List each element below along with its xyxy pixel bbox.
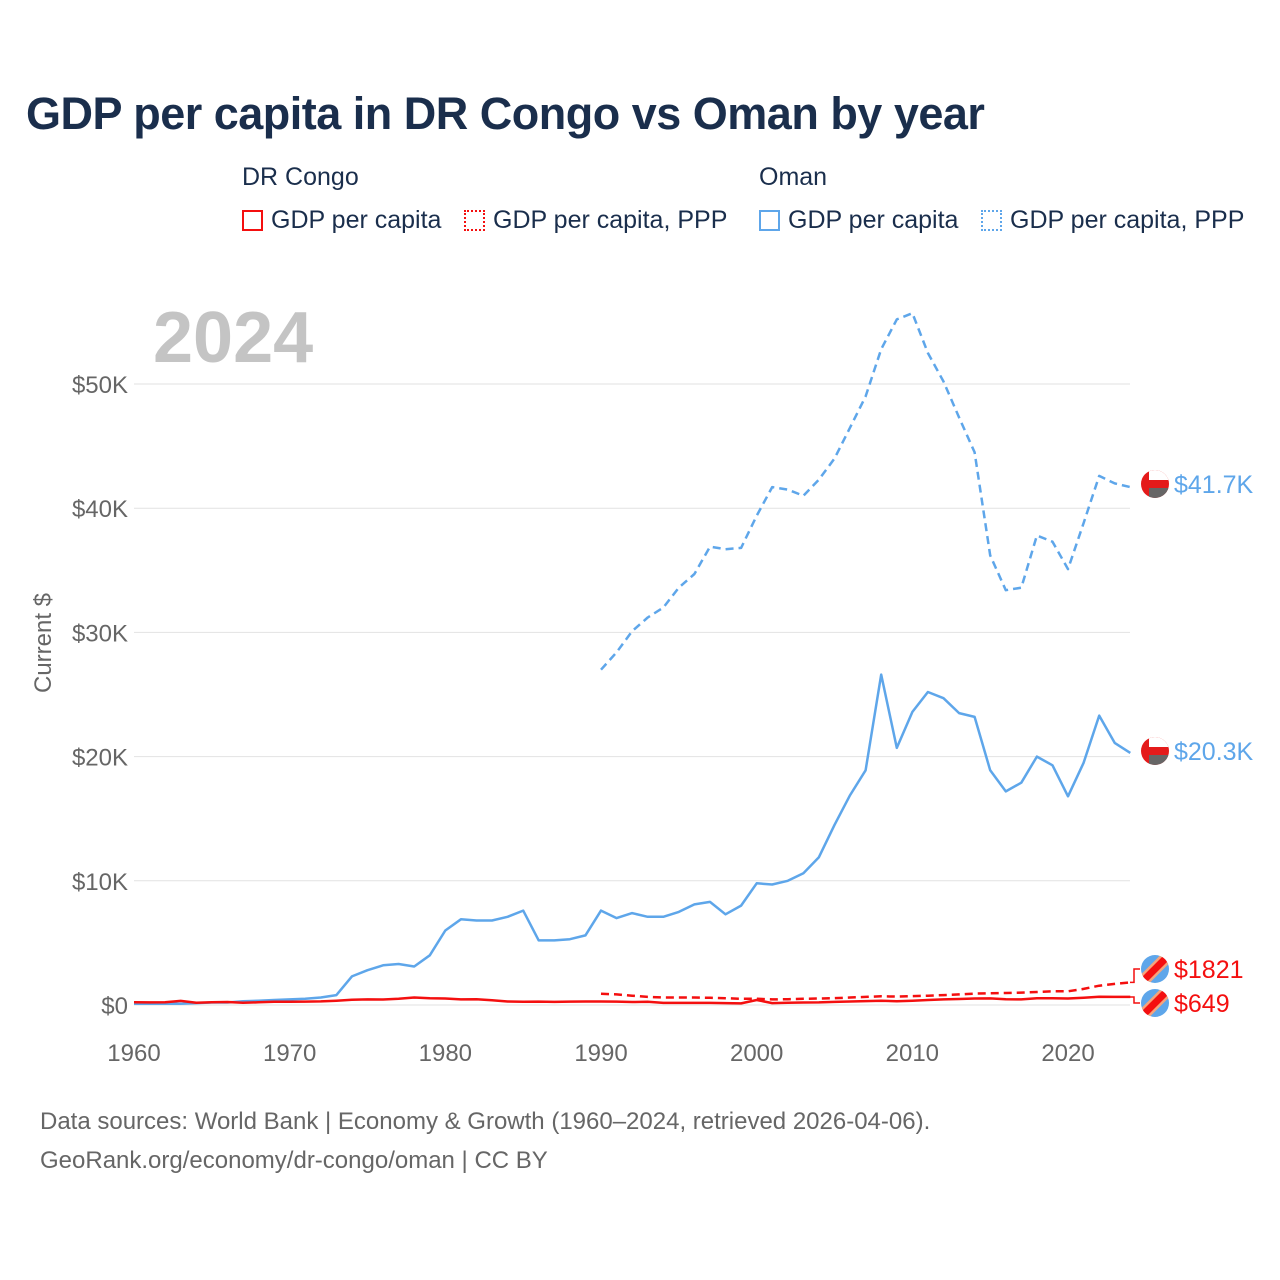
chart-title: GDP per capita in DR Congo vs Oman by ye… <box>26 88 985 139</box>
legend-group-dr-congo: DR Congo <box>242 163 359 191</box>
legend-label: GDP per capita <box>271 206 442 234</box>
oman-flag-icon <box>1141 737 1169 765</box>
legend-swatch-solid <box>242 210 263 231</box>
legend-swatch-solid <box>759 210 780 231</box>
series-line <box>134 673 1131 1006</box>
y-tick-label: $0 <box>101 993 128 1020</box>
footer-sources: Data sources: World Bank | Economy & Gro… <box>40 1108 931 1135</box>
dr-congo-flag-icon <box>1141 955 1169 983</box>
x-tick-label: 1990 <box>574 1040 627 1067</box>
legend-label: GDP per capita, PPP <box>1010 206 1245 234</box>
legend-group-oman: Oman <box>759 163 828 191</box>
y-tick-label: $50K <box>72 372 128 399</box>
legend-swatch-dotted <box>464 210 485 231</box>
year-watermark: 2024 <box>153 298 313 378</box>
legend-item-oman-ppp[interactable]: GDP per capita, PPP <box>981 206 1244 235</box>
dr-congo-flag-icon <box>1141 989 1169 1017</box>
x-tick-label: 2000 <box>730 1040 783 1067</box>
label-connector <box>1130 996 1140 1004</box>
x-tick-label: 1980 <box>419 1040 472 1067</box>
y-tick-label: $10K <box>72 869 128 896</box>
series-line <box>133 995 1131 1005</box>
end-value-label: $20.3K <box>1174 738 1254 766</box>
x-tick-label: 2020 <box>1041 1040 1094 1067</box>
end-value-label: $41.7K <box>1174 471 1254 499</box>
legend-item-drc-ppp[interactable]: GDP per capita, PPP <box>464 206 727 235</box>
legend-swatch-dotted <box>981 210 1002 231</box>
x-tick-label: 2010 <box>886 1040 939 1067</box>
end-value-label: $1821 <box>1174 956 1244 984</box>
label-connector <box>1130 968 1140 984</box>
x-tick-label: 1970 <box>263 1040 316 1067</box>
series-line <box>600 981 1131 1001</box>
x-tick-label: 1960 <box>107 1040 160 1067</box>
legend-label: GDP per capita <box>788 206 959 234</box>
oman-flag-icon <box>1141 470 1169 498</box>
legend-item-oman-gdp[interactable]: GDP per capita <box>759 206 958 235</box>
y-tick-label: $20K <box>72 745 128 772</box>
footer-link[interactable]: GeoRank.org/economy/dr-congo/oman | CC B… <box>40 1147 548 1174</box>
legend-item-drc-gdp[interactable]: GDP per capita <box>242 206 441 235</box>
end-value-label: $649 <box>1174 990 1230 1018</box>
legend-label: GDP per capita, PPP <box>493 206 728 234</box>
series-line <box>600 311 1131 671</box>
y-tick-label: $30K <box>72 620 128 647</box>
y-axis-label: Current $ <box>30 593 57 693</box>
y-tick-label: $40K <box>72 496 128 523</box>
